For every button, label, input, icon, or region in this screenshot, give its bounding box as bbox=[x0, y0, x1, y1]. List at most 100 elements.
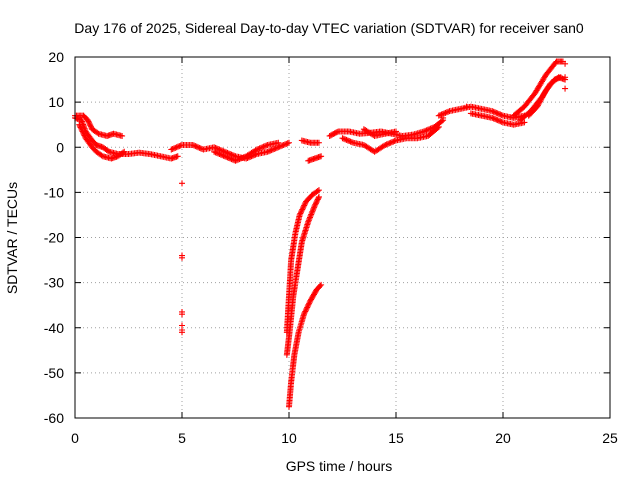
data-point bbox=[78, 127, 85, 134]
data-point bbox=[235, 156, 242, 163]
data-point bbox=[283, 140, 290, 147]
data-point bbox=[393, 128, 399, 135]
data-point bbox=[435, 112, 442, 119]
series-track-l bbox=[467, 110, 528, 128]
data-point bbox=[497, 118, 504, 125]
y-tick-label: 20 bbox=[48, 49, 64, 65]
data-point bbox=[232, 157, 239, 164]
y-tick-label: 0 bbox=[56, 139, 64, 155]
data-point bbox=[296, 211, 303, 218]
data-marks bbox=[72, 58, 569, 410]
y-tick-label: -50 bbox=[44, 365, 64, 381]
data-point bbox=[193, 143, 200, 150]
data-point bbox=[494, 110, 501, 117]
data-point bbox=[79, 128, 86, 135]
data-point bbox=[299, 206, 306, 213]
data-point bbox=[87, 122, 94, 129]
data-point bbox=[539, 93, 546, 100]
chart-title: Day 176 of 2025, Sidereal Day-to-day VTE… bbox=[74, 20, 584, 36]
data-point bbox=[534, 103, 541, 110]
data-point bbox=[268, 147, 275, 154]
data-point bbox=[346, 138, 353, 145]
series-track-i bbox=[339, 123, 442, 155]
data-point bbox=[491, 109, 498, 116]
data-point bbox=[297, 209, 304, 216]
data-point bbox=[301, 309, 308, 316]
data-point bbox=[390, 138, 397, 145]
data-point bbox=[236, 156, 243, 163]
data-point bbox=[298, 207, 305, 214]
data-point bbox=[76, 121, 83, 128]
data-point bbox=[301, 202, 308, 209]
data-point bbox=[87, 123, 94, 130]
data-point bbox=[344, 137, 351, 144]
data-point bbox=[391, 138, 398, 145]
data-point bbox=[495, 110, 502, 117]
data-point bbox=[307, 212, 314, 219]
data-point bbox=[318, 281, 325, 288]
data-point bbox=[189, 141, 196, 148]
data-point bbox=[441, 110, 448, 117]
data-point bbox=[495, 117, 502, 124]
data-point bbox=[493, 109, 500, 116]
data-point bbox=[308, 211, 315, 218]
x-tick-label: 20 bbox=[495, 430, 511, 446]
x-axis-label: GPS time / hours bbox=[286, 458, 393, 474]
y-tick-label: -40 bbox=[44, 320, 64, 336]
data-point bbox=[196, 144, 203, 151]
data-point bbox=[98, 152, 105, 159]
data-point bbox=[179, 254, 185, 261]
data-point bbox=[303, 305, 310, 312]
data-point bbox=[489, 108, 496, 115]
data-point bbox=[304, 303, 311, 310]
data-point bbox=[263, 142, 270, 149]
data-point bbox=[498, 118, 505, 125]
series-track-m bbox=[510, 58, 566, 119]
data-point bbox=[297, 210, 304, 217]
data-point bbox=[538, 95, 545, 102]
data-point bbox=[299, 205, 306, 212]
data-point bbox=[317, 283, 324, 290]
data-point bbox=[261, 143, 268, 150]
data-point bbox=[177, 142, 184, 149]
data-point bbox=[279, 142, 286, 149]
data-point bbox=[280, 141, 287, 148]
data-point bbox=[281, 141, 288, 148]
data-point bbox=[562, 85, 569, 92]
data-point bbox=[77, 124, 84, 131]
data-point bbox=[313, 199, 320, 206]
data-point bbox=[494, 117, 501, 124]
data-point bbox=[267, 147, 274, 154]
data-point bbox=[314, 197, 321, 204]
x-tick-label: 5 bbox=[178, 430, 186, 446]
data-point bbox=[315, 139, 322, 146]
data-point bbox=[104, 147, 111, 154]
data-point bbox=[305, 218, 312, 225]
series-dip-middle bbox=[283, 193, 322, 358]
data-point bbox=[537, 98, 544, 105]
data-point bbox=[228, 156, 235, 163]
y-tick-label: -60 bbox=[44, 410, 64, 426]
data-point bbox=[239, 154, 246, 161]
data-point bbox=[225, 154, 232, 161]
data-point bbox=[121, 148, 128, 155]
data-point bbox=[305, 301, 312, 308]
data-point bbox=[241, 153, 248, 160]
data-point bbox=[277, 143, 284, 150]
data-point bbox=[237, 155, 244, 162]
data-point bbox=[192, 143, 199, 150]
series-dip-inner bbox=[286, 281, 325, 410]
data-point bbox=[275, 139, 282, 146]
data-point bbox=[388, 139, 395, 146]
data-point bbox=[306, 215, 313, 222]
series-dip-outer bbox=[283, 187, 322, 336]
data-point bbox=[85, 118, 92, 125]
data-point bbox=[229, 156, 236, 163]
data-point bbox=[227, 155, 234, 162]
data-point bbox=[536, 99, 543, 106]
data-point bbox=[306, 299, 313, 306]
data-point bbox=[276, 143, 283, 150]
data-point bbox=[443, 109, 450, 116]
data-point bbox=[562, 60, 569, 67]
